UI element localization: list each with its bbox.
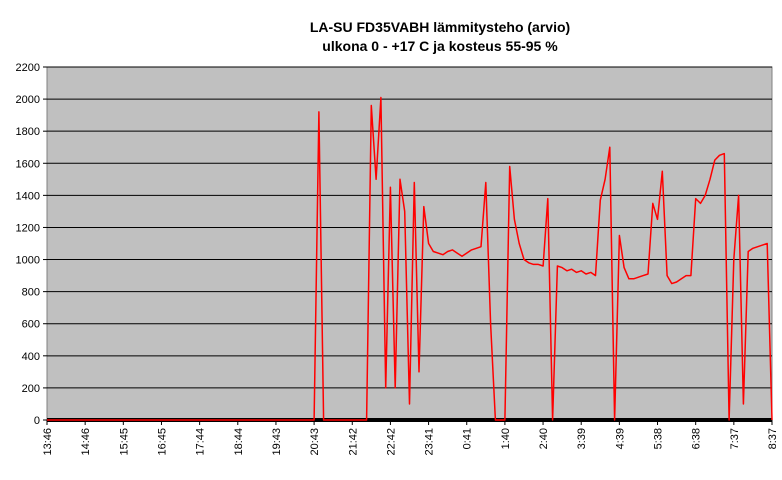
x-tick-label: 15:45: [118, 428, 130, 456]
x-tick-label: 16:45: [156, 428, 168, 456]
y-tick-label: 1400: [16, 190, 40, 202]
x-tick-label: 1:40: [500, 428, 512, 449]
x-tick-label: 6:38: [691, 428, 703, 449]
y-tick-label: 200: [22, 383, 40, 395]
y-tick-label: 600: [22, 319, 40, 331]
x-tick-label: 2:40: [538, 428, 550, 449]
x-tick-label: 18:44: [233, 428, 245, 456]
y-tick-label: 1200: [16, 222, 40, 234]
y-tick-label: 2200: [16, 62, 40, 74]
x-tick-label: 23:41: [424, 428, 436, 456]
y-tick-label: 1800: [16, 126, 40, 138]
x-tick-label: 13:46: [42, 428, 54, 456]
y-tick-label: 800: [22, 287, 40, 299]
x-tick-label: 4:39: [614, 428, 626, 449]
x-tick-label: 5:38: [653, 428, 665, 449]
line: [47, 96, 773, 421]
y-tick-label: 2000: [16, 94, 40, 106]
plot-area: [46, 66, 773, 421]
x-tick-label: 21:42: [347, 428, 359, 456]
y-tick-label: 1600: [16, 158, 40, 170]
x-tick-label: 17:44: [195, 428, 207, 456]
chart-subtitle: ulkona 0 - +17 C ja kosteus 55-95 %: [322, 38, 558, 54]
x-tick-label: 14:46: [80, 428, 92, 456]
x-tick-label: 3:39: [576, 428, 588, 449]
x-tick-label: 19:43: [271, 428, 283, 456]
chart-title: LA-SU FD35VABH lämmitysteho (arvio): [310, 19, 570, 35]
x-tick-label: 8:37: [767, 428, 779, 449]
x-tick-label: 7:37: [729, 428, 741, 449]
y-tick-label: 0: [34, 415, 40, 427]
y-tick-label: 1000: [16, 255, 40, 267]
x-tick-label: 20:43: [309, 428, 321, 456]
x-tick-label: 22:42: [385, 428, 397, 456]
x-tick-label: 0:41: [462, 428, 474, 449]
y-tick-label: 400: [22, 351, 40, 363]
